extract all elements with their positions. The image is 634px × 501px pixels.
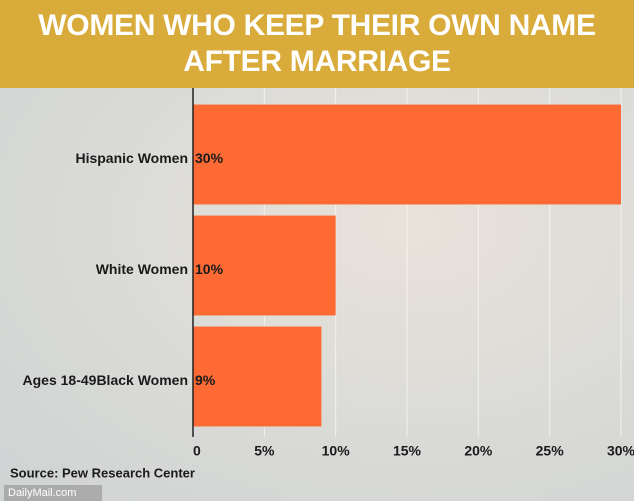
x-tick-label: 15%: [393, 443, 422, 459]
category-label: Ages 18-49Black Women: [23, 372, 188, 388]
bar: [193, 326, 322, 427]
value-label: 30%: [195, 150, 224, 166]
credit: DailyMail.com: [8, 487, 76, 499]
x-tick-label: 25%: [536, 443, 565, 459]
source: Source: Pew Research Center: [10, 465, 195, 480]
x-tick-label: 0: [193, 443, 201, 459]
credit-box: [4, 485, 102, 501]
bar: [193, 215, 336, 316]
value-label: 10%: [195, 261, 224, 277]
x-tick-label: 20%: [464, 443, 493, 459]
category-label: White Women: [96, 261, 188, 277]
chart-title: WOMEN WHO KEEP THEIR OWN NAME AFTER MARR…: [38, 9, 596, 78]
header: WOMEN WHO KEEP THEIR OWN NAME AFTER MARR…: [0, 0, 634, 88]
category-label: Hispanic Women: [75, 150, 188, 166]
x-tick-label: 5%: [254, 443, 275, 459]
x-tick-label: 30%: [607, 443, 634, 459]
value-label: 9%: [195, 372, 216, 388]
bar: [193, 104, 621, 205]
x-tick-label: 10%: [322, 443, 351, 459]
